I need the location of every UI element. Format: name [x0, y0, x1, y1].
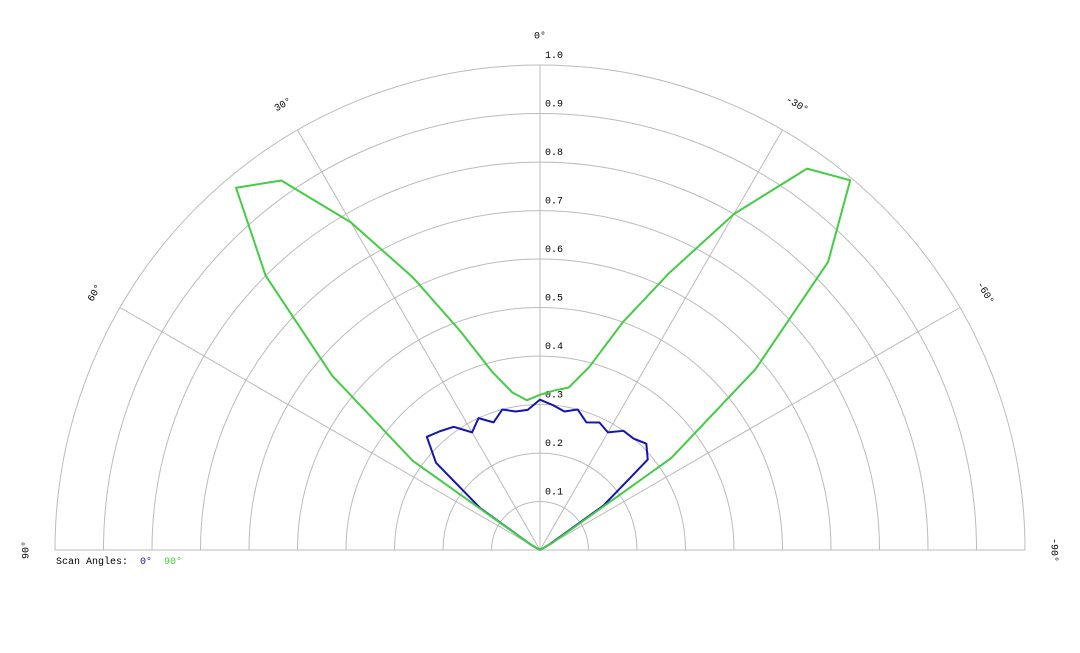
legend-entry: 0° — [140, 556, 152, 568]
r-tick-label: 0.1 — [545, 488, 563, 499]
series-line — [425, 398, 649, 551]
legend: Scan Angles: 0° 90° — [56, 556, 182, 568]
r-tick-label: 0.6 — [545, 245, 563, 256]
angle-label: -30° — [783, 94, 810, 116]
series-line — [235, 167, 852, 551]
r-tick-label: 0.8 — [545, 148, 563, 159]
r-tick-label: 1.0 — [545, 51, 563, 62]
legend-entry: 90° — [164, 556, 182, 568]
grid-spoke — [539, 307, 961, 551]
angle-label: 90° — [21, 541, 33, 559]
r-tick-label: 0.4 — [545, 342, 563, 353]
angle-label: -60° — [973, 280, 995, 307]
r-tick-label: 0.5 — [545, 294, 563, 305]
r-tick-label: 0.2 — [545, 439, 563, 450]
angle-label: -90° — [1047, 538, 1059, 562]
legend-title: Scan Angles: — [56, 556, 128, 568]
grid-spoke — [297, 129, 541, 551]
grid-spoke — [539, 129, 783, 551]
angle-label: 30° — [272, 96, 294, 115]
grid-spoke — [119, 307, 541, 551]
r-tick-label: 0.9 — [545, 100, 563, 111]
angle-label: 60° — [86, 282, 105, 304]
r-tick-label: 0.7 — [545, 197, 563, 208]
r-tick-label: 0.3 — [545, 391, 563, 402]
angle-label: 0° — [534, 31, 546, 43]
